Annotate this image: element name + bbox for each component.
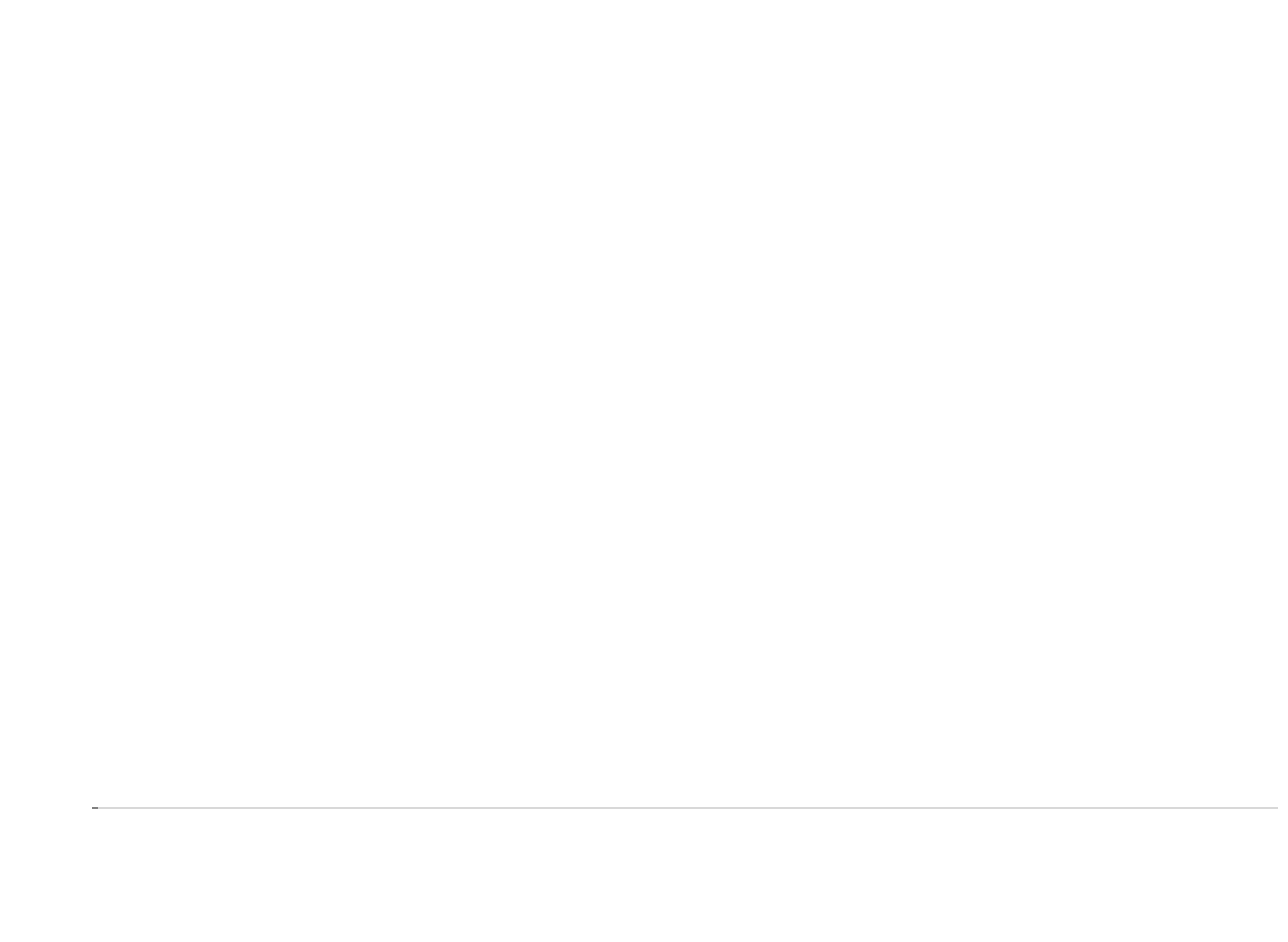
chart-bg (0, 0, 1288, 942)
line-chart (0, 0, 1288, 942)
chart-container (0, 0, 1288, 942)
